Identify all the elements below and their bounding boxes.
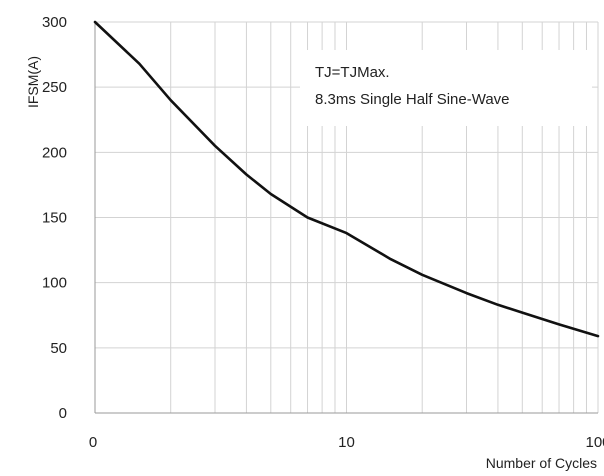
annotation-line-2: 8.3ms Single Half Sine-Wave <box>315 91 510 108</box>
annotation-line-1: TJ=TJMax. <box>315 64 390 81</box>
x-tick-label: 100 <box>585 434 604 451</box>
axes <box>94 22 598 414</box>
series-line <box>93 20 600 338</box>
y-axis-title: IFSM(A) <box>25 56 41 108</box>
series-group <box>93 20 600 338</box>
y-tick-label: 100 <box>42 275 67 292</box>
tick-labels: 0 50 100 150 200 250 300 0 10 100 <box>42 14 604 451</box>
x-axis-title: Number of Cycles <box>486 455 597 471</box>
annotation-box <box>300 50 592 126</box>
y-tick-label: 250 <box>42 79 67 96</box>
y-tick-label: 150 <box>42 210 67 227</box>
y-tick-label: 0 <box>59 405 67 422</box>
y-tick-label: 50 <box>50 340 67 357</box>
x-tick-label: 10 <box>338 434 355 451</box>
y-tick-label: 200 <box>42 144 67 161</box>
x-tick-label: 0 <box>89 434 97 451</box>
y-tick-label: 300 <box>42 14 67 31</box>
